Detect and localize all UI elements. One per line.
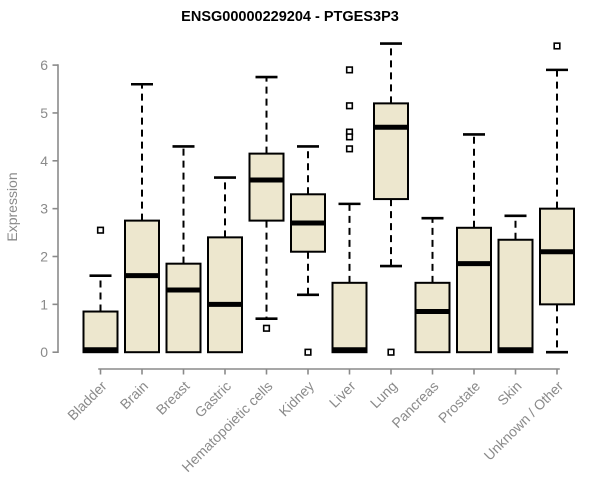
outlier-point	[304, 348, 312, 356]
x-tick-label-breast: Breast	[153, 378, 193, 418]
x-tick-label-prostate: Prostate	[435, 378, 483, 426]
outlier-point	[553, 42, 561, 50]
y-tick-label: 2	[40, 249, 48, 265]
box-breast	[165, 145, 202, 354]
iqr-box	[165, 262, 202, 354]
x-tick-label-skin: Skin	[494, 378, 525, 409]
iqr-box	[207, 236, 243, 354]
outlier-point	[345, 145, 354, 153]
box-kidney	[290, 145, 326, 356]
box-hematopoietic-cells	[248, 75, 285, 332]
outlier-point	[345, 102, 354, 110]
outlier-point	[345, 133, 354, 141]
outlier-point	[387, 348, 395, 356]
y-axis: 0 1 2 3 4 5 6	[40, 57, 59, 360]
box-prostate	[456, 133, 492, 354]
box-gastric	[207, 176, 243, 354]
box-bladder	[82, 226, 119, 354]
x-tick-label-brain: Brain	[117, 378, 151, 412]
iqr-box	[497, 238, 534, 354]
y-axis-label: Expression	[4, 172, 20, 241]
box-liver	[331, 66, 368, 354]
outlier-point	[345, 66, 354, 74]
box-lung	[373, 42, 409, 356]
iqr-box	[456, 226, 492, 354]
box-unknown-other	[539, 42, 575, 354]
outlier-point	[96, 226, 105, 234]
chart-title: ENSG00000229204 - PTGES3P3	[181, 9, 399, 25]
plot-area: 0 1 2 3 4 5 6 Bladder Brain BreastGastricHematopo…	[40, 42, 575, 475]
y-tick-label: 4	[40, 153, 48, 169]
x-tick-label-liver: Liver	[326, 378, 359, 411]
y-tick-label: 5	[40, 105, 48, 121]
outlier-point	[262, 324, 271, 332]
y-tick-label: 6	[40, 57, 48, 73]
iqr-box	[373, 102, 409, 201]
box-brain	[124, 82, 160, 354]
x-tick-label-bladder: Bladder	[64, 378, 110, 424]
y-tick-label: 0	[40, 344, 48, 360]
iqr-box	[539, 207, 575, 306]
iqr-box	[331, 281, 368, 354]
iqr-box	[248, 152, 285, 222]
y-tick-label: 3	[40, 201, 48, 217]
iqr-box	[124, 219, 160, 354]
iqr-box	[414, 281, 451, 354]
iqr-box	[82, 310, 119, 354]
box-skin	[497, 214, 534, 354]
x-tick-label-lung: Lung	[367, 378, 400, 411]
x-tick-label-kidney: Kidney	[276, 378, 318, 420]
x-tick-label-unknown-other: Unknown / Other	[481, 378, 567, 464]
y-tick-label: 1	[40, 296, 48, 312]
box-pancreas	[414, 216, 451, 354]
